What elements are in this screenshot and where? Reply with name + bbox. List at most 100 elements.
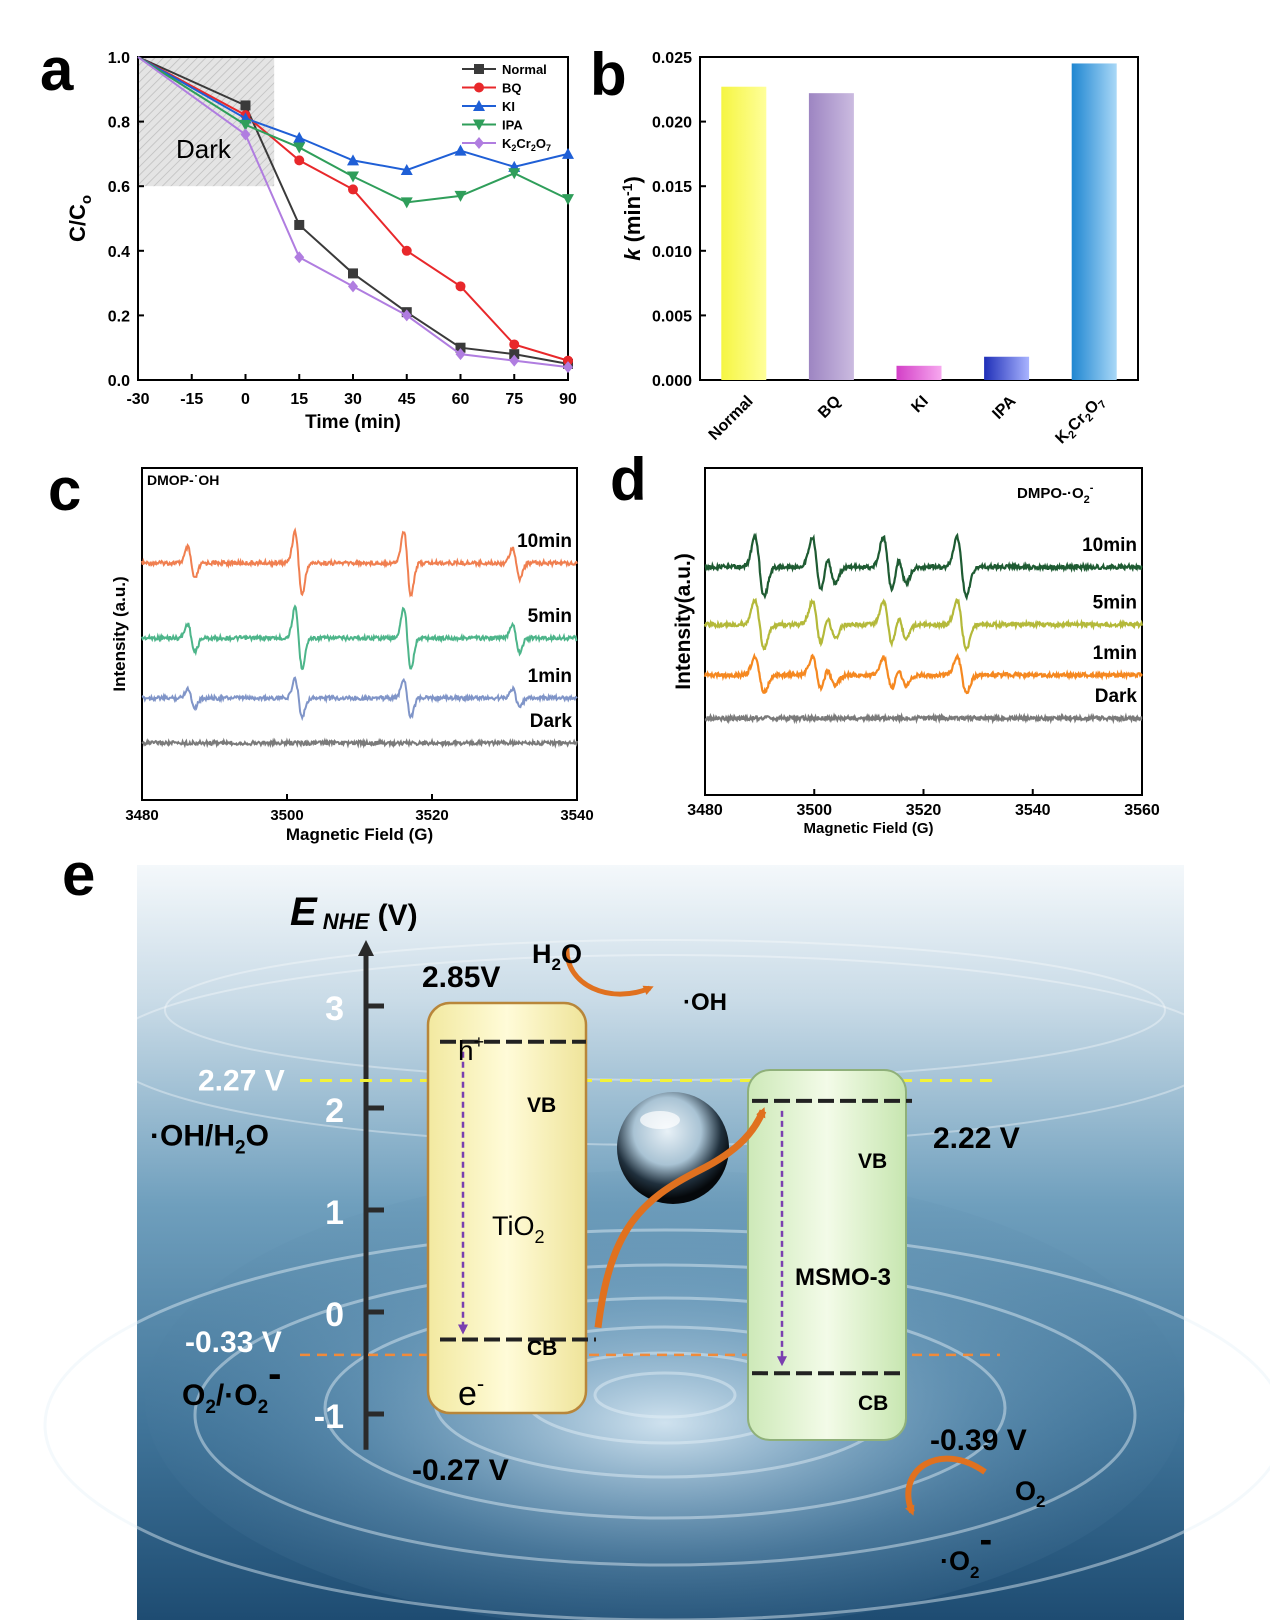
x-tick-label-c: 3540 — [560, 807, 593, 824]
y-tick-label-a: 0.4 — [108, 244, 130, 261]
msmo-vb-label: VB — [858, 1150, 887, 1173]
y-tick-label-b: 0.020 — [652, 115, 692, 132]
ripple-5 — [193, 1263, 1137, 1567]
legend-label-part: Cr — [516, 136, 530, 151]
series-line-a — [137, 56, 569, 172]
o2-sub: 2 — [1036, 1492, 1045, 1511]
y-axis-label-b-end: ) — [620, 176, 645, 183]
hole-sup: + — [474, 1032, 485, 1052]
x-tick-label-d: 3520 — [906, 802, 942, 819]
y-axis-label-c: Intensity (a.u.) — [110, 576, 129, 691]
charge-transfer-arrow — [594, 1107, 767, 1328]
oh-potential-label: 2.27 V — [198, 1064, 285, 1097]
msmo-vb-potential: 2.22 V — [933, 1122, 1020, 1155]
bar-b — [808, 93, 854, 381]
trace-label-d: 10min — [1082, 535, 1137, 556]
y-axis-label-a-sub: o — [78, 195, 95, 204]
data-point-a — [473, 119, 485, 131]
trace-label-d: 5min — [1093, 593, 1137, 614]
bar-b — [721, 86, 767, 380]
band-labels: 2.85V -0.27 V 2.22 V -0.39 V VB CB VB CB MSMO-3 T… — [412, 939, 1045, 1582]
y-tick-label-b: 0.005 — [652, 308, 692, 325]
hydroxyl-radical-label: ·OH — [683, 989, 727, 1016]
dark-annotation: Dark — [176, 134, 232, 164]
data-point-a — [509, 339, 520, 350]
axis-title-E: E — [290, 890, 318, 934]
panel-c-chart: 3480 3500 3520 3540 10min 5min 1min Dark DMOP-… — [110, 467, 594, 844]
legend-label-a: K2Cr2O7 — [502, 136, 551, 153]
potential-tick-label: 3 — [325, 990, 344, 1028]
y-axis-label-a-main: C/C — [65, 204, 90, 242]
legend-label-part: K — [502, 136, 512, 151]
axes-b: 0.000 0.005 0.010 0.015 0.020 0.025 — [652, 50, 706, 390]
spectrum-line-c — [141, 604, 578, 671]
y-axis-label-b-k: k — [620, 247, 645, 261]
bands — [426, 947, 987, 1516]
data-point-a — [294, 251, 305, 264]
data-point-a — [455, 342, 466, 353]
panel-label-b: b — [590, 41, 627, 108]
legend-label-part: 2 — [531, 143, 536, 153]
superoxide-main: ·O — [940, 1546, 970, 1576]
legend-label-a: Normal — [502, 62, 547, 77]
y-tick-label-a: 1.0 — [108, 50, 130, 67]
x-tick-label-a: 75 — [505, 391, 523, 408]
data-point-a — [347, 171, 359, 183]
x-tick-label-a: 15 — [290, 391, 308, 408]
oh-couple-part: 2 — [235, 1137, 246, 1158]
superoxide-label: ·O2- — [940, 1519, 992, 1582]
data-point-a — [454, 144, 467, 156]
y-tick-label-b: 0.010 — [652, 244, 692, 261]
legend-label-a: BQ — [502, 81, 522, 96]
ripple-4 — [323, 1296, 1007, 1520]
title-c: DMOP-˙OH — [147, 472, 219, 488]
x-tick-label-a: 90 — [559, 391, 577, 408]
data-point-a — [508, 168, 521, 180]
data-point-a — [563, 361, 573, 374]
title-d: DMPO-·O2- — [1017, 482, 1094, 506]
panel-label-a: a — [40, 36, 74, 103]
data-point-a — [474, 137, 484, 149]
tio2-name-main: TiO — [492, 1211, 535, 1241]
y-tick-label-a: 0.0 — [108, 373, 130, 390]
dark-region — [138, 57, 275, 187]
o2-couple-part: /·O — [216, 1379, 258, 1412]
x-tick-label-a: -15 — [180, 391, 203, 408]
oxygen-reduction-arrow — [905, 1455, 987, 1516]
series-line-a — [137, 56, 569, 369]
trace-label-c: 10min — [517, 531, 572, 552]
legend-label-part: O — [536, 136, 546, 151]
x-tick-label-a: 0 — [241, 391, 250, 408]
tio2-cb-label: CB — [527, 1337, 557, 1360]
legend-label-part: 7 — [546, 143, 551, 153]
data-point-a — [293, 131, 306, 143]
superoxide-sub: 2 — [970, 1563, 979, 1582]
data-point-a — [563, 355, 573, 366]
spectrum-line-d — [704, 712, 1143, 725]
spectrum-line-c — [141, 737, 578, 749]
o2-label: O2 — [1015, 1476, 1045, 1511]
title-d-sub: 2 — [1084, 494, 1090, 506]
axis-title-sub: NHE — [317, 909, 371, 934]
superoxide-sup: - — [979, 1519, 992, 1561]
y-axis-label-a: C/Co — [65, 195, 95, 242]
o2-potential-label: -0.33 V — [185, 1326, 282, 1359]
x-tick-label-c: 3480 — [125, 807, 158, 824]
legend-label-a: IPA — [502, 118, 523, 133]
category-label-b: KI — [908, 393, 931, 416]
droplet-highlight — [640, 1111, 680, 1129]
y-tick-label-b: 0.015 — [652, 179, 692, 196]
potential-axis-title: E NHE (V) — [290, 890, 418, 934]
x-tick-label-c: 3500 — [270, 807, 303, 824]
potential-tick-label: 1 — [325, 1194, 344, 1232]
hole-label: h+ — [458, 1032, 484, 1066]
x-axis-label-d: Magnetic Field (G) — [803, 820, 933, 837]
bars-b — [721, 63, 1117, 381]
x-tick-label-d: 3500 — [796, 802, 832, 819]
axes-c: 3480 3500 3520 3540 — [125, 794, 594, 824]
series-line-a — [137, 56, 569, 204]
category-label-b: K2Cr2O7 — [1052, 393, 1109, 450]
x-axis-label-a: Time (min) — [305, 412, 401, 433]
potential-tick-label: 0 — [325, 1296, 344, 1334]
